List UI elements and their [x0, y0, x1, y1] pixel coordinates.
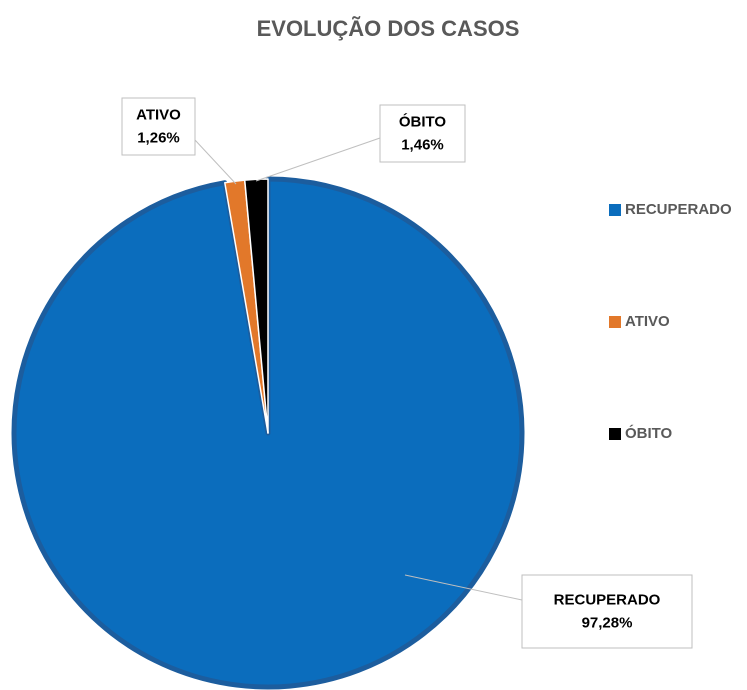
- legend-swatch: [609, 204, 621, 216]
- legend-swatch: [609, 428, 621, 440]
- legend-label: ATIVO: [625, 313, 670, 330]
- leader-line: [255, 137, 381, 182]
- leader-line: [194, 139, 237, 185]
- leader-line: [404, 574, 523, 601]
- legend-label: RECUPERADO: [625, 201, 732, 218]
- data-label-box: [121, 97, 196, 156]
- data-label-box: [521, 574, 693, 649]
- legend-label: ÓBITO: [625, 424, 673, 442]
- data-label-value: 1,46%: [401, 136, 444, 153]
- data-label-value: 1,26%: [137, 129, 180, 146]
- data-label-value: 97,28%: [582, 614, 633, 631]
- pie-slice: [243, 178, 269, 434]
- data-label-category: ATIVO: [136, 106, 181, 123]
- data-label-category: RECUPERADO: [554, 591, 661, 608]
- legend-swatch: [609, 316, 621, 328]
- chart-title: EVOLUÇÃO DOS CASOS: [257, 16, 520, 41]
- data-label-category: ÓBITO: [399, 112, 447, 130]
- data-label-box: [379, 104, 466, 163]
